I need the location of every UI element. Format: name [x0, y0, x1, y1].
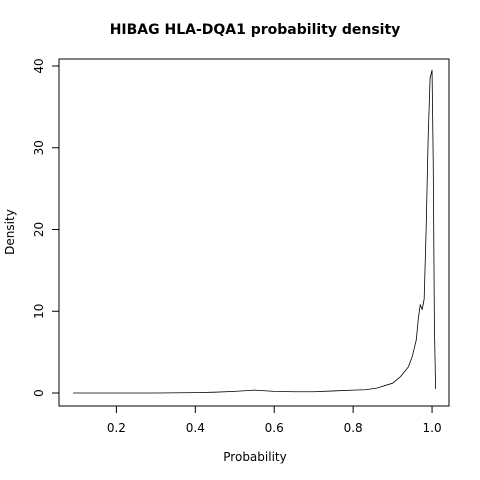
plot-area-border	[58, 58, 450, 407]
x-axis-label: Probability	[223, 450, 286, 464]
y-tick-label: 30	[32, 140, 46, 155]
chart-title: HIBAG HLA-DQA1 probability density	[110, 22, 401, 38]
x-tick-label: 0.6	[265, 421, 284, 435]
x-tick-label: 1.0	[423, 421, 442, 435]
density-line	[73, 69, 437, 394]
y-tick-label: 40	[32, 58, 46, 73]
x-tick-label: 0.4	[186, 421, 205, 435]
y-axis-label: Density	[3, 209, 17, 255]
series-layer	[73, 69, 437, 394]
y-tick-label: 10	[32, 304, 46, 319]
x-tick-label: 0.2	[107, 421, 126, 435]
x-axis: 0.2 0.4 0.6 0.8 1.0	[107, 406, 442, 435]
x-tick-label: 0.8	[344, 421, 363, 435]
y-tick-label: 20	[32, 222, 46, 237]
y-axis: 0 10 20 30 40	[32, 58, 59, 397]
y-tick-label: 0	[32, 389, 46, 397]
